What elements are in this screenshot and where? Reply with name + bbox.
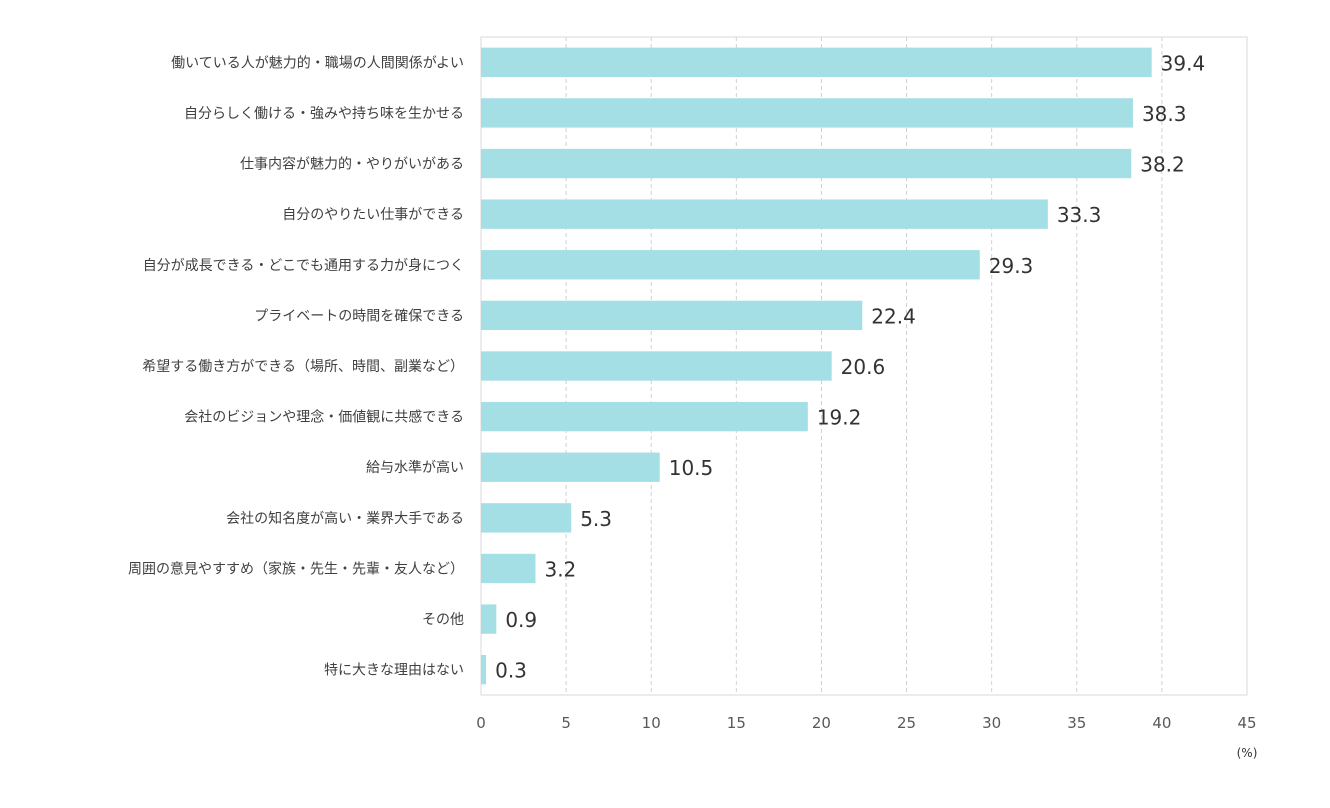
- category-label: プライベートの時間を確保できる: [254, 308, 464, 324]
- value-label: 3.2: [544, 557, 576, 581]
- bar: [481, 351, 832, 381]
- value-label: 33.3: [1057, 203, 1102, 227]
- category-label: その他: [422, 612, 464, 628]
- unit-label: (%): [1237, 746, 1258, 760]
- category-label: 希望する働き方ができる（場所、時間、副業など）: [142, 359, 464, 375]
- x-tick-label: 0: [476, 714, 486, 732]
- x-tick-label: 25: [897, 714, 916, 732]
- category-label: 自分が成長できる・どこでも通用する力が身につく: [143, 258, 464, 274]
- bars: [481, 47, 1152, 685]
- bar: [481, 47, 1152, 77]
- category-label: 会社のビジョンや理念・価値観に共感できる: [184, 409, 464, 426]
- x-tick-label: 5: [561, 714, 571, 732]
- category-label: 自分のやりたい仕事ができる: [282, 207, 464, 223]
- value-label: 38.2: [1140, 153, 1185, 177]
- value-label: 39.4: [1161, 51, 1206, 75]
- value-label: 0.9: [505, 608, 537, 632]
- x-tick-label: 35: [1067, 714, 1086, 732]
- x-tick-label: 45: [1237, 714, 1256, 732]
- value-label: 0.3: [495, 659, 527, 683]
- category-label: 働いている人が魅力的・職場の人間関係がよい: [171, 55, 464, 71]
- bar: [481, 300, 863, 331]
- bar: [481, 250, 980, 280]
- bar: [481, 452, 660, 482]
- bar: [481, 199, 1048, 229]
- x-tick-label: 30: [982, 714, 1001, 732]
- bar: [481, 98, 1133, 128]
- category-label: 給与水準が高い: [366, 459, 464, 476]
- bar: [481, 401, 808, 432]
- value-label: 5.3: [580, 507, 612, 531]
- x-tick-label: 15: [727, 714, 746, 732]
- value-label: 38.3: [1142, 102, 1187, 126]
- value-labels: 39.4 38.3 38.2 33.3 29.3 22.4 20.6 19.2 10.5 5.3 3…: [495, 51, 1205, 682]
- bar: [481, 604, 497, 634]
- value-label: 22.4: [871, 304, 916, 328]
- x-axis-ticks: 0 5 10 15 20 25 30 35 40 45: [476, 714, 1256, 732]
- value-label: 20.6: [841, 355, 886, 379]
- x-tick-label: 20: [812, 714, 831, 732]
- category-label: 会社の知名度が高い・業界大手である: [226, 510, 464, 527]
- category-labels: 働いている人が魅力的・職場の人間関係がよい自分らしく働ける・強みや持ち味を生かせ…: [128, 55, 464, 678]
- bar: [481, 553, 536, 584]
- bar: [481, 148, 1132, 179]
- category-label: 特に大きな理由はない: [324, 663, 464, 679]
- category-label: 自分らしく働ける・強みや持ち味を生かせる: [184, 106, 464, 122]
- category-label: 仕事内容が魅力的・やりがいがある: [240, 156, 464, 173]
- value-label: 19.2: [817, 406, 862, 430]
- x-tick-label: 40: [1152, 714, 1171, 732]
- x-tick-label: 10: [642, 714, 661, 732]
- value-label: 29.3: [989, 254, 1034, 278]
- bar: [481, 503, 572, 533]
- value-label: 10.5: [669, 456, 714, 480]
- category-label: 周囲の意見やすすめ（家族・先生・先輩・友人など）: [128, 560, 464, 577]
- bar: [481, 655, 487, 685]
